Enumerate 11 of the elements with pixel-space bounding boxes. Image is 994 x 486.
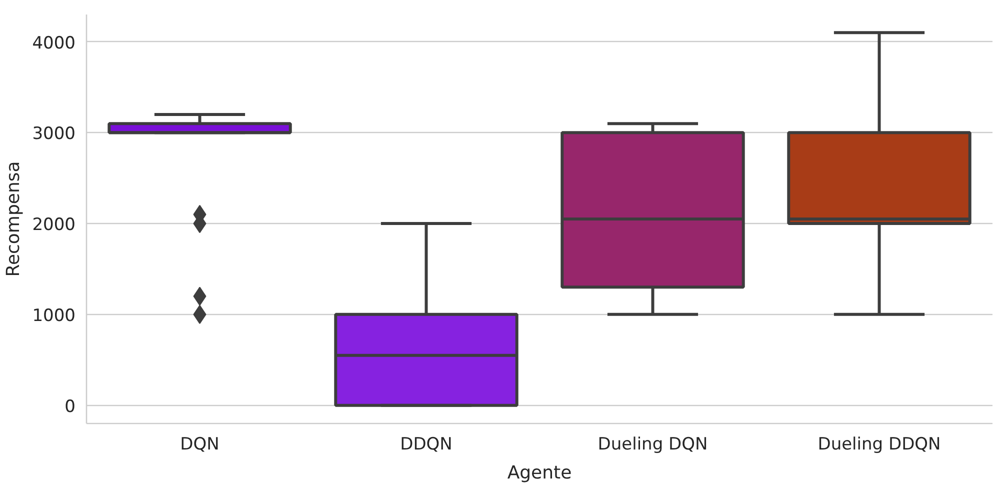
x-tick-label: DDQN [400,434,452,454]
y-tick-label: 1000 [32,306,76,326]
x-tick-label: Dueling DDQN [818,434,941,454]
y-tick-label: 0 [64,396,76,417]
x-tick-label: DQN [180,434,220,454]
x-tick-label: Dueling DQN [598,434,708,454]
y-tick-label: 3000 [32,124,76,144]
y-tick-label: 4000 [32,33,76,54]
y-axis-title: Recompensa [3,161,24,277]
y-tick-label: 2000 [32,215,76,236]
x-axis-title: Agente [507,462,572,484]
